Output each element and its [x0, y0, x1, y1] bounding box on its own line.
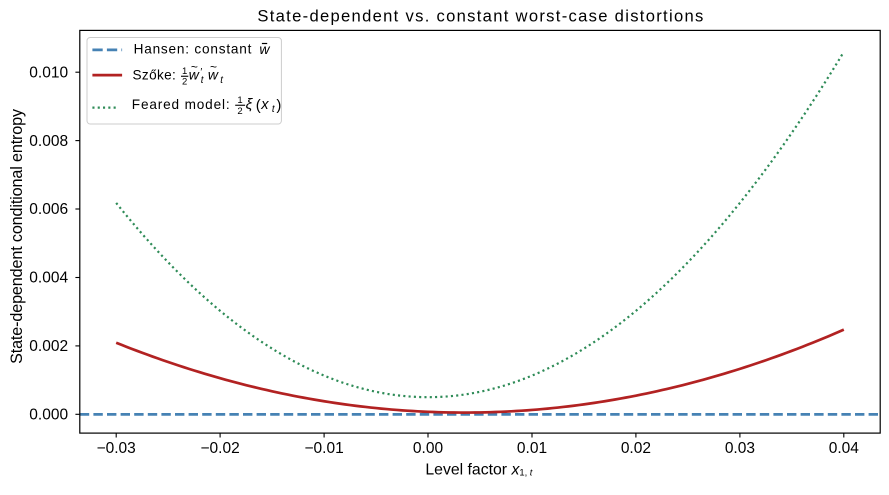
svg-text:x: x [260, 97, 269, 113]
svg-text:ξ: ξ [246, 96, 254, 113]
svg-text:0.006: 0.006 [29, 201, 68, 218]
svg-text:−0.01: −0.01 [304, 440, 343, 457]
svg-text:w: w [189, 66, 200, 82]
svg-text:w: w [259, 41, 270, 57]
svg-text:~: ~ [191, 60, 198, 74]
svg-text:0.002: 0.002 [29, 338, 68, 355]
svg-text:0.010: 0.010 [29, 64, 68, 81]
svg-text:0.008: 0.008 [29, 133, 68, 150]
svg-text:0.02: 0.02 [621, 440, 651, 457]
svg-text:−0.02: −0.02 [200, 440, 239, 457]
svg-text:′: ′ [200, 67, 202, 78]
svg-text:1: 1 [237, 95, 242, 106]
svg-text:w: w [208, 66, 219, 82]
svg-text:t: t [272, 104, 276, 115]
svg-text:Szőke:: Szőke: [133, 67, 177, 82]
svg-text:1: 1 [182, 66, 187, 77]
svg-text:0.04: 0.04 [829, 440, 860, 457]
svg-text:(: ( [256, 97, 261, 114]
svg-text:0.004: 0.004 [29, 270, 68, 287]
svg-text:t: t [220, 75, 224, 86]
svg-text:State-dependent conditional en: State-dependent conditional entropy [8, 108, 26, 364]
svg-text:): ) [276, 97, 281, 114]
svg-text:Feared model:: Feared model: [132, 97, 231, 112]
svg-text:Level factor x1,t: Level factor x1, t [425, 462, 532, 479]
svg-text:2: 2 [237, 106, 242, 117]
svg-text:State-dependent vs. constant w: State-dependent vs. constant worst-case … [257, 6, 704, 25]
svg-text:t: t [201, 75, 205, 86]
svg-text:~: ~ [210, 60, 217, 74]
svg-text:0.03: 0.03 [725, 440, 755, 457]
svg-text:0.01: 0.01 [517, 440, 547, 457]
svg-text:2: 2 [182, 76, 187, 87]
svg-text:−0.03: −0.03 [97, 440, 136, 457]
svg-text:0.000: 0.000 [29, 407, 68, 424]
svg-text:Hansen: constant: Hansen: constant [134, 41, 253, 56]
svg-text:0.00: 0.00 [413, 440, 444, 457]
